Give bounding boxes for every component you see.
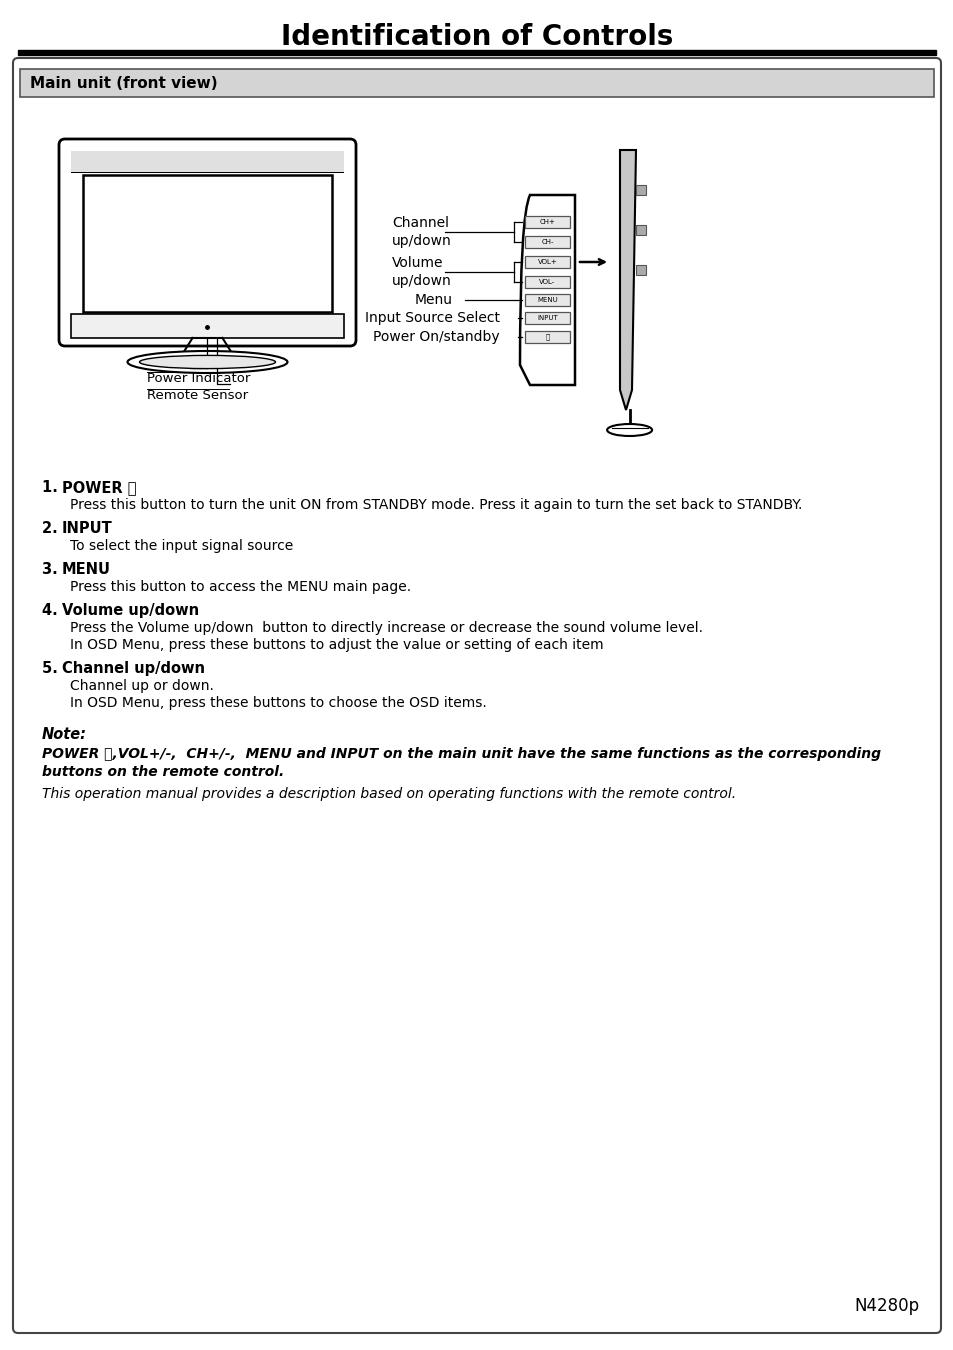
Bar [71,315,344,338]
Text: ⏻: ⏻ [545,333,549,340]
Text: To select the input signal source: To select the input signal source [70,539,293,553]
Bar [524,216,569,228]
Bar [83,176,332,312]
Text: Power On/standby: Power On/standby [373,329,499,344]
Text: POWER ⏻,VOL+/-,  CH+/-,  MENU and INPUT on the main unit have the same functions: POWER ⏻,VOL+/-, CH+/-, MENU and INPUT on… [42,747,880,779]
Bar [71,171,344,173]
Bar [20,69,933,97]
Bar [524,275,569,288]
Text: Channel up/down: Channel up/down [62,662,205,676]
Text: POWER ⏻: POWER ⏻ [62,481,136,495]
Text: In OSD Menu, press these buttons to choose the OSD items.: In OSD Menu, press these buttons to choo… [70,697,486,710]
Text: INPUT: INPUT [62,521,112,536]
Text: INPUT: INPUT [537,315,558,321]
FancyBboxPatch shape [59,139,355,346]
Text: 1.: 1. [42,481,63,495]
Text: VOL+: VOL+ [537,259,557,265]
Text: Remote Sensor: Remote Sensor [147,389,248,402]
Text: 3.: 3. [42,562,63,576]
Text: Identification of Controls: Identification of Controls [280,23,673,51]
Text: Press the Volume up/down  button to directly increase or decrease the sound volu: Press the Volume up/down button to direc… [70,621,702,634]
Text: This operation manual provides a description based on operating functions with t: This operation manual provides a descrip… [42,787,736,801]
Text: Press this button to turn the unit ON from STANDBY mode. Press it again to turn : Press this button to turn the unit ON fr… [70,498,801,512]
Bar [524,312,569,324]
Text: Main unit (front view): Main unit (front view) [30,76,217,90]
Text: CH+: CH+ [539,219,555,225]
Bar [71,151,344,173]
PathPatch shape [619,150,636,410]
Ellipse shape [128,351,287,373]
Text: Channel
up/down: Channel up/down [392,216,452,247]
Text: Note:: Note: [42,728,87,743]
Bar [524,294,569,306]
Text: 4.: 4. [42,603,63,618]
Text: MENU: MENU [62,562,111,576]
Bar [524,236,569,248]
Bar [636,265,645,275]
FancyBboxPatch shape [13,58,940,1332]
Text: In OSD Menu, press these buttons to adjust the value or setting of each item: In OSD Menu, press these buttons to adju… [70,639,603,652]
Text: Press this button to access the MENU main page.: Press this button to access the MENU mai… [70,580,411,594]
Text: 2.: 2. [42,521,63,536]
PathPatch shape [519,194,575,385]
Text: Input Source Select: Input Source Select [365,310,499,325]
Text: Menu: Menu [415,293,453,306]
Bar [524,256,569,269]
Bar [524,331,569,343]
Ellipse shape [606,424,652,436]
Text: VOL-: VOL- [538,279,555,285]
Text: Channel up or down.: Channel up or down. [70,679,213,693]
Ellipse shape [139,355,275,369]
Bar [636,225,645,235]
Text: Volume up/down: Volume up/down [62,603,199,618]
Text: Power Indicator: Power Indicator [147,373,250,385]
Bar [71,315,344,338]
Bar [18,50,935,55]
Text: N4280p: N4280p [854,1297,919,1315]
Text: MENU: MENU [537,297,558,302]
Text: CH-: CH- [540,239,553,244]
Text: 5.: 5. [42,662,63,676]
Text: Volume
up/down: Volume up/down [392,256,452,288]
Bar [636,185,645,194]
